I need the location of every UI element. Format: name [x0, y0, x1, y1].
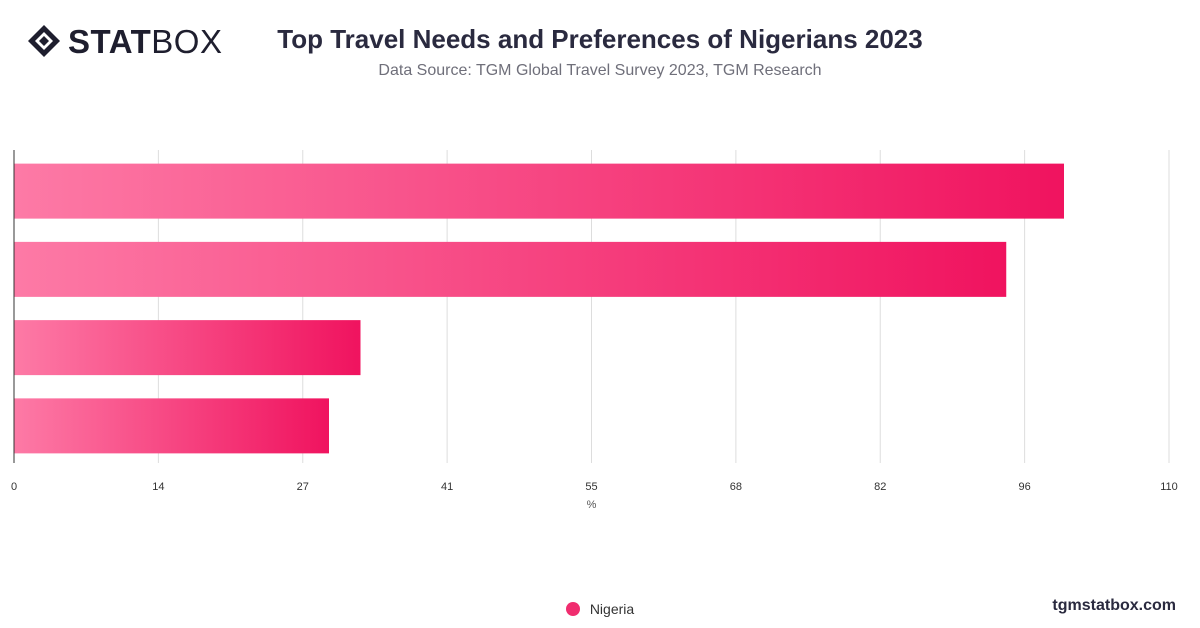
website-link[interactable]: tgmstatbox.com — [1052, 597, 1176, 614]
x-tick-label: 68 — [730, 481, 742, 493]
legend-marker — [565, 602, 580, 616]
bars — [14, 163, 1064, 454]
legend[interactable]: Nigeria — [0, 601, 1200, 617]
x-tick-label: 41 — [441, 481, 453, 493]
legend-label: Nigeria — [589, 601, 635, 617]
x-tick-label: 0 — [11, 481, 17, 493]
x-tick-label: 96 — [1019, 481, 1031, 493]
x-axis-label: % — [587, 499, 597, 511]
x-tick-label: 82 — [874, 481, 886, 493]
x-tick-label: 110 — [1160, 481, 1178, 493]
chart-title: Top Travel Needs and Preferences of Nige… — [277, 24, 923, 54]
chart-subtitle: Data Source: TGM Global Travel Survey 20… — [378, 62, 822, 79]
statbox-logo: STATBOX — [26, 22, 222, 60]
tick-labels: 0 14 27 41 55 68 82 96 110% — [11, 481, 1178, 511]
bar[interactable] — [14, 163, 1064, 219]
x-tick-label: 55 — [585, 481, 597, 493]
bar[interactable] — [14, 241, 1007, 297]
bar[interactable] — [14, 398, 329, 454]
logo-text: STATBOX — [68, 22, 223, 60]
bar[interactable] — [14, 320, 361, 376]
statbox-diamond-icon — [28, 25, 60, 57]
x-tick-label: 14 — [152, 481, 164, 493]
x-tick-label: 27 — [297, 481, 309, 493]
